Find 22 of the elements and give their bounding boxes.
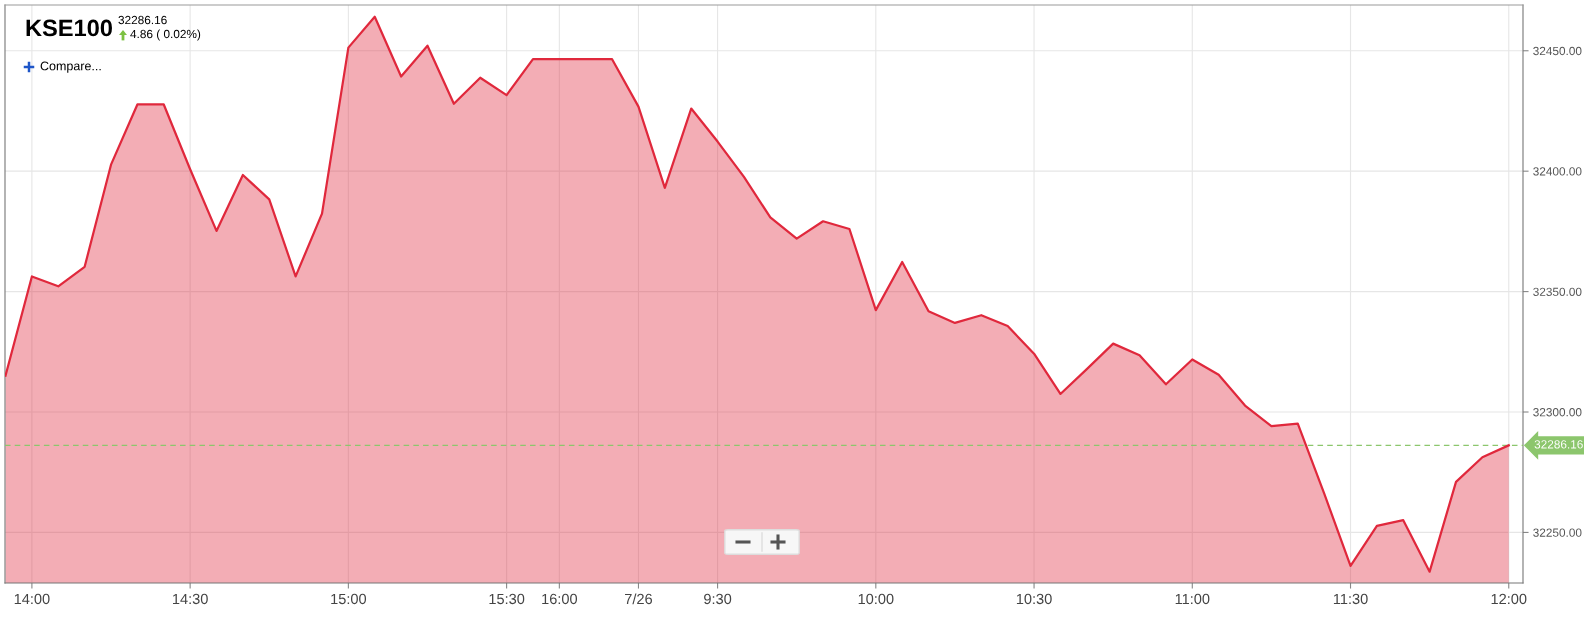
y-tick-label: 32450.00	[1533, 46, 1582, 56]
x-tick-label: 14:00	[14, 593, 50, 605]
y-tick-label: 32350.00	[1533, 287, 1582, 296]
x-tick-label: 7/26	[625, 593, 653, 605]
y-tick-label: 32300.00	[1533, 408, 1582, 417]
annotation: 4.86 ( 0.02%)	[130, 29, 201, 41]
x-tick-label: 11:30	[1333, 593, 1368, 605]
x-tick-label: 14:30	[173, 593, 208, 605]
x-tick-label: 11:00	[1175, 593, 1210, 605]
y-tick-label: 32400.00	[1533, 167, 1582, 176]
ref-line-label: 32286.16	[1534, 440, 1583, 449]
x-tick-label: 16:00	[542, 593, 578, 605]
x-tick-label: 10:30	[1016, 593, 1052, 605]
x-tick-label: 10:00	[858, 593, 894, 605]
y-tick-label: 32250.00	[1533, 528, 1582, 537]
x-tick-label: 15:00	[331, 593, 367, 605]
x-tick-label: 12:00	[1491, 593, 1527, 605]
x-tick-label: 15:30	[489, 593, 525, 605]
x-tick-label: 9:30	[704, 593, 732, 605]
chart-title: KSE100	[26, 19, 112, 37]
text: 32286.16	[118, 15, 167, 25]
annotation: Compare...	[40, 61, 101, 73]
